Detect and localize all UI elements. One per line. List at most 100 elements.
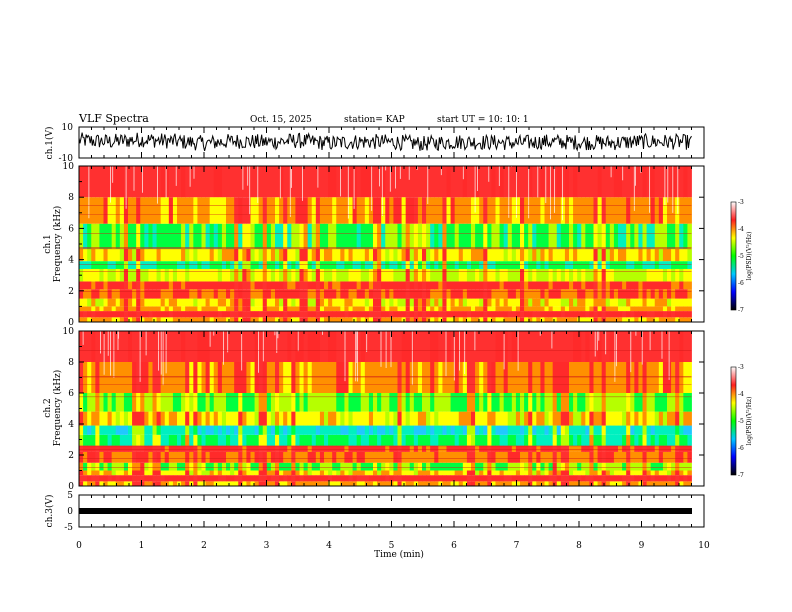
spectrogram-cell xyxy=(491,248,496,262)
spectrogram-cell xyxy=(389,268,394,282)
spectrogram-cell xyxy=(413,268,419,282)
spectrogram-cell xyxy=(499,425,505,435)
spectrogram-cell xyxy=(99,306,104,312)
spectrogram-cell xyxy=(115,306,121,312)
spectrogram-cell xyxy=(336,451,341,463)
spectrogram-cell xyxy=(658,362,664,393)
ch1-colorbar-bar xyxy=(730,201,737,311)
spectrogram-cell xyxy=(319,475,325,482)
spectrogram-cell xyxy=(683,470,688,476)
spectrogram-cell xyxy=(573,434,578,446)
spectrogram-cell xyxy=(352,393,358,412)
spectrogram-cell xyxy=(230,434,235,446)
spectrogram-cell xyxy=(250,311,255,318)
spectrogram-cell xyxy=(515,268,521,282)
spectrogram-cell xyxy=(226,289,231,299)
spectrogram-cell xyxy=(115,298,121,307)
spectrogram-cell xyxy=(299,317,304,322)
spectrogram-cell xyxy=(646,248,652,262)
spectrogram-cell xyxy=(262,362,268,393)
spectrogram-cell xyxy=(128,445,133,452)
spectrogram-cell xyxy=(144,281,149,290)
spectrogram-cell xyxy=(287,434,292,446)
spectrogram-cell xyxy=(132,248,137,262)
spectrogram-cell xyxy=(430,298,435,307)
spectrogram-cell xyxy=(213,281,219,290)
spectrogram-cell xyxy=(601,393,607,412)
spectrogram-cell xyxy=(303,470,309,476)
ch3-ytick-top: 5 xyxy=(67,491,73,501)
spectrogram-cell xyxy=(344,331,349,362)
spectrogram-cell xyxy=(332,306,337,312)
spectrogram-cell xyxy=(230,311,235,318)
spectrogram-cell xyxy=(556,445,562,452)
spectrogram-cell xyxy=(499,434,505,446)
spectrogram-cell xyxy=(107,248,113,262)
spectrogram-cell xyxy=(409,306,415,312)
spectrogram-cell xyxy=(107,261,113,269)
spectrogram-cell xyxy=(189,434,194,446)
spectrogram-cell xyxy=(446,362,451,393)
spectrogram-cell xyxy=(246,306,251,312)
spectrogram-cell xyxy=(254,434,260,446)
spectrogram-cell xyxy=(466,362,472,393)
spectrogram-cell xyxy=(438,475,443,482)
spectrogram-cell xyxy=(499,298,505,307)
spectrogram-cell xyxy=(136,470,141,476)
spectrogram-cell xyxy=(622,411,627,426)
ch1-spectrogram-image xyxy=(79,166,692,322)
spectrogram-cell xyxy=(287,451,292,463)
spectrogram-cell xyxy=(344,248,349,262)
spectrogram-cell xyxy=(115,223,121,249)
spectrogram-cell xyxy=(295,311,300,318)
spectrogram-cell xyxy=(397,481,402,486)
spectrogram-cell xyxy=(503,362,509,393)
spectrogram-cell xyxy=(307,223,313,249)
spectrogram-cell xyxy=(299,451,304,463)
spectrogram-cell xyxy=(238,434,243,446)
spectrogram-cell xyxy=(258,197,264,224)
spectrogram-cell xyxy=(319,317,325,322)
spectrogram-cell xyxy=(250,475,255,482)
spectrogram-cell xyxy=(630,393,635,412)
spectrogram-cell xyxy=(197,311,202,318)
spectrogram-cell xyxy=(630,281,635,290)
spectrogram-cell xyxy=(405,306,411,312)
spectrogram-cell xyxy=(556,289,562,299)
spectrogram-cell xyxy=(487,317,492,322)
spectrogram-cell xyxy=(679,248,684,262)
spectrogram-cell xyxy=(618,281,623,290)
spectrogram-cell xyxy=(287,411,292,426)
spectrogram-cell xyxy=(197,434,202,446)
spectrogram-cell xyxy=(601,298,607,307)
spectrogram-cell xyxy=(658,306,664,312)
spectrogram-cell xyxy=(442,317,447,322)
spectrogram-cell xyxy=(266,481,272,486)
spectrogram-cell xyxy=(605,317,611,322)
spectrogram-cell xyxy=(654,475,660,482)
spectrogram-cell xyxy=(422,331,427,362)
spectrogram-cell xyxy=(319,425,325,435)
spectrogram-cell xyxy=(613,223,619,249)
spectrogram-cell xyxy=(373,462,378,471)
spectrogram-cell xyxy=(430,462,435,471)
spectrogram-cell xyxy=(381,462,386,471)
spectrogram-cell xyxy=(426,331,431,362)
spectrogram-cell xyxy=(569,470,574,476)
spectrogram-cell xyxy=(605,281,611,290)
spectrogram-cell xyxy=(679,481,684,486)
spectrogram-cell xyxy=(650,298,656,307)
spectrogram-cell xyxy=(556,481,562,486)
spectrogram-cell xyxy=(132,425,137,435)
spectrogram-cell xyxy=(581,281,586,290)
spectrogram-cell xyxy=(487,197,492,224)
spectrogram-cell xyxy=(434,425,439,435)
spectrogram-cell xyxy=(221,311,227,318)
spectrogram-cell xyxy=(511,306,517,312)
spectrogram-cell xyxy=(577,311,582,318)
spectrogram-cell xyxy=(609,362,615,393)
spectrogram-cell xyxy=(189,445,194,452)
spectrogram-cell xyxy=(422,362,427,393)
spectrogram-cell xyxy=(667,289,672,299)
spectrogram-cell xyxy=(638,481,643,486)
